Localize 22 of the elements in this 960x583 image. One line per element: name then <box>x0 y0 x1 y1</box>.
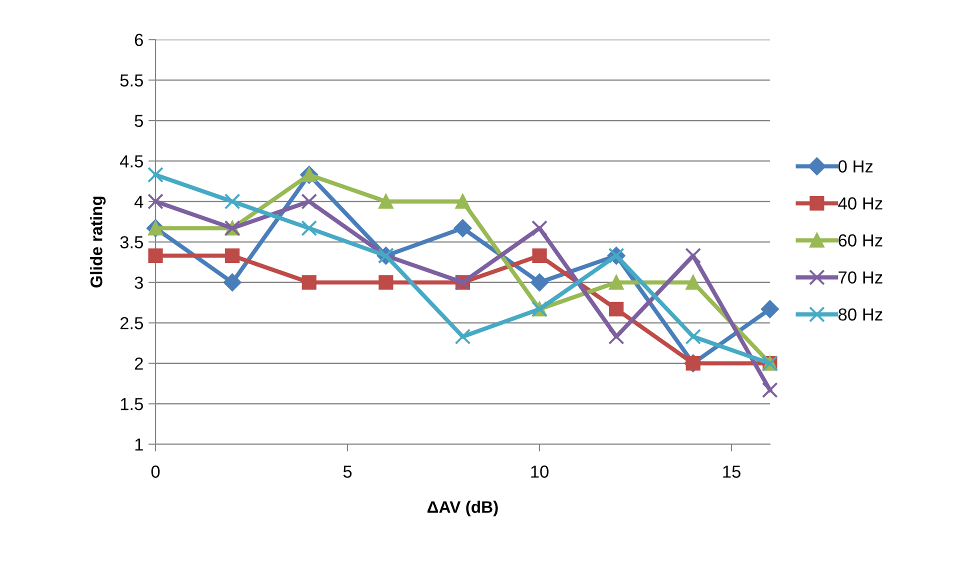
legend-label: 70 Hz <box>838 271 882 284</box>
y-tick-label: 5.5 <box>120 74 143 87</box>
x-tick-label: 10 <box>531 466 548 478</box>
y-tick-label: 1.5 <box>120 398 143 410</box>
y-tick-label: 2.5 <box>120 317 143 330</box>
y-axis-title: Glide rating <box>90 196 106 288</box>
x-tick-label: 15 <box>723 466 740 478</box>
y-tick-label: 1 <box>135 438 143 451</box>
legend-label: 40 Hz <box>838 197 882 210</box>
y-tick-label: 2 <box>134 357 143 370</box>
y-tick-label: 4 <box>134 196 144 208</box>
y-tick-label: 5 <box>134 114 143 128</box>
legend-label: 0 Hz <box>838 160 873 173</box>
y-tick-label: 3 <box>134 276 143 289</box>
y-tick-label: 6 <box>134 34 143 46</box>
x-tick-label: 5 <box>343 466 352 478</box>
legend-label: 80 Hz <box>838 308 882 321</box>
y-tick-label: 4.5 <box>120 155 143 168</box>
y-tick-label: 3.5 <box>120 236 143 248</box>
x-tick-label: 0 <box>151 466 160 478</box>
x-axis-title: ΔAV (dB) <box>427 500 498 516</box>
legend-label: 60 Hz <box>838 234 882 247</box>
